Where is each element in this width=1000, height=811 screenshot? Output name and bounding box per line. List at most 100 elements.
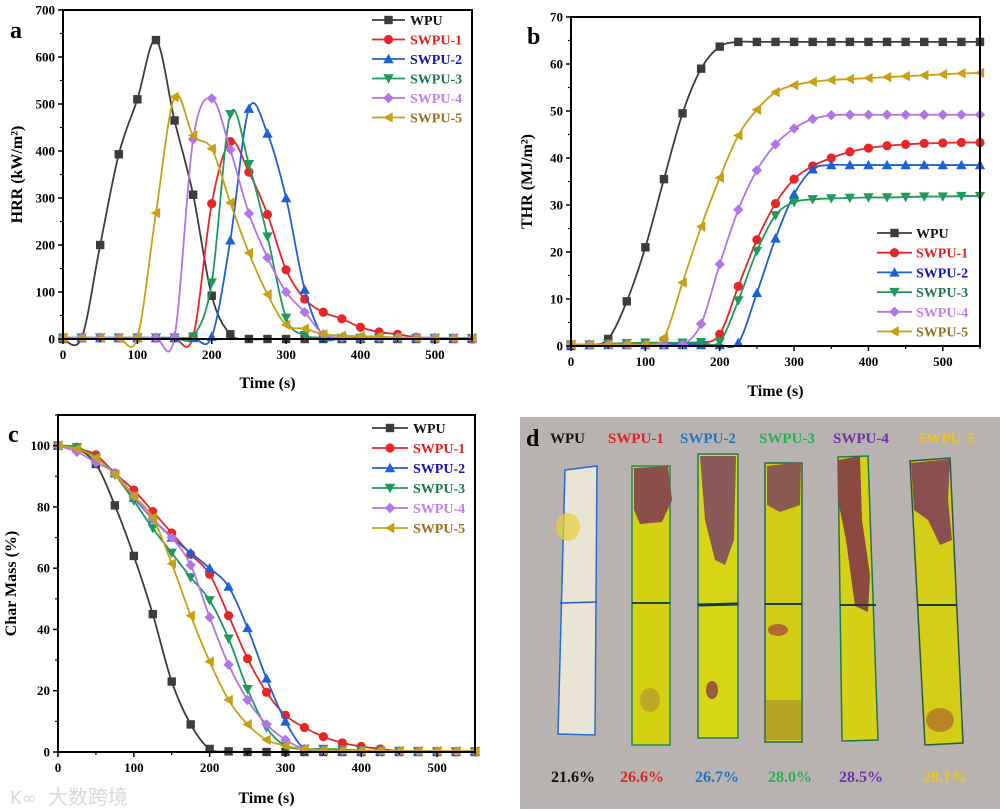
x-tick-label: 0 bbox=[60, 347, 67, 362]
y-tick-label: 20 bbox=[550, 245, 563, 260]
legend-item-swpu-4: SWPU-4 bbox=[372, 502, 465, 517]
data-point bbox=[751, 165, 763, 176]
series-swpu-1 bbox=[58, 137, 477, 348]
data-point bbox=[714, 172, 724, 183]
y-tick-label: 100 bbox=[31, 438, 51, 453]
y-tick-label: 70 bbox=[550, 10, 563, 25]
data-point bbox=[109, 469, 120, 480]
data-point bbox=[770, 87, 780, 98]
legend-label: SWPU-3 bbox=[916, 286, 968, 301]
legend-marker bbox=[889, 306, 900, 317]
strip-swpu-1 bbox=[631, 465, 672, 746]
data-point bbox=[919, 109, 930, 120]
data-point bbox=[919, 70, 929, 81]
data-point bbox=[133, 95, 142, 104]
legend-label: SWPU-2 bbox=[916, 266, 968, 281]
legend-marker bbox=[384, 502, 396, 514]
data-point bbox=[186, 720, 195, 729]
series-line bbox=[63, 109, 472, 342]
data-point bbox=[95, 240, 105, 250]
data-point bbox=[937, 109, 949, 120]
data-point bbox=[826, 153, 836, 163]
data-point bbox=[622, 297, 631, 306]
data-point bbox=[299, 323, 309, 334]
data-point bbox=[280, 313, 292, 324]
legend-label: WPU bbox=[410, 14, 443, 29]
data-point bbox=[299, 722, 310, 733]
data-point bbox=[129, 551, 139, 561]
y-tick-label: 200 bbox=[36, 238, 56, 253]
y-tick-label: 300 bbox=[36, 191, 56, 206]
legend-item-swpu-1: SWPU-1 bbox=[372, 34, 462, 49]
strip-swpu-4 bbox=[837, 455, 879, 742]
chart-panel-b: 0 100 200 300 400 500 0 10 20 30 40 50 60 70 Time (s) T… bbox=[519, 10, 986, 400]
legend-item-wpu: WPU bbox=[372, 14, 443, 29]
data-point bbox=[262, 289, 272, 300]
data-point bbox=[640, 339, 650, 350]
data-point bbox=[733, 337, 744, 347]
data-point bbox=[695, 318, 707, 330]
data-point bbox=[114, 150, 123, 159]
y-tick-label: 600 bbox=[36, 50, 56, 65]
sample-value-swpu-4: 28.5% bbox=[839, 769, 883, 786]
data-point bbox=[205, 744, 214, 754]
legend-marker bbox=[889, 326, 899, 337]
series-swpu-2 bbox=[57, 102, 478, 346]
data-point bbox=[844, 73, 855, 85]
data-point bbox=[770, 198, 781, 209]
sample-value-swpu-1: 26.6% bbox=[620, 769, 664, 786]
strip-swpu-5 bbox=[909, 457, 964, 746]
y-tick-label: 700 bbox=[36, 3, 56, 18]
legend-item-swpu-5: SWPU-5 bbox=[372, 112, 462, 127]
legend-item-wpu: WPU bbox=[877, 227, 949, 242]
data-point bbox=[299, 331, 310, 341]
data-point bbox=[770, 211, 781, 221]
legend-item-swpu-2: SWPU-2 bbox=[877, 266, 968, 281]
data-point bbox=[919, 138, 929, 149]
panel-label-a: a bbox=[10, 18, 22, 44]
data-point bbox=[844, 109, 856, 120]
legend: WPU SWPU-1 SWPU-2 SWPU-3 SWPU-4 SWPU-5 bbox=[372, 422, 465, 537]
data-point bbox=[225, 235, 236, 245]
data-point bbox=[167, 677, 176, 686]
legend-item-swpu-4: SWPU-4 bbox=[372, 92, 462, 107]
data-point bbox=[318, 307, 328, 317]
x-axis-label: Time (s) bbox=[238, 790, 294, 807]
data-point bbox=[242, 622, 253, 633]
sample-label-swpu-2: SWPU-2 bbox=[680, 431, 736, 447]
x-tick-label: 500 bbox=[425, 347, 445, 362]
legend-marker bbox=[384, 522, 395, 534]
data-point bbox=[299, 307, 310, 318]
data-point bbox=[261, 734, 271, 745]
data-point bbox=[206, 93, 217, 104]
legend-marker bbox=[889, 248, 900, 258]
data-point bbox=[826, 194, 837, 204]
data-point bbox=[658, 332, 669, 343]
data-point bbox=[956, 137, 967, 148]
data-point bbox=[901, 37, 910, 47]
data-point bbox=[223, 611, 234, 621]
legend: WPU SWPU-1 SWPU-2 SWPU-3 SWPU-4 SWPU-5 bbox=[372, 14, 462, 127]
data-point bbox=[900, 192, 911, 203]
data-point bbox=[223, 659, 234, 670]
data-point bbox=[695, 221, 706, 232]
panel-label-c: c bbox=[8, 422, 19, 448]
data-point bbox=[807, 164, 818, 174]
legend-label: WPU bbox=[916, 227, 949, 242]
data-point bbox=[261, 687, 272, 697]
legend-label: SWPU-1 bbox=[413, 442, 465, 457]
y-tick-label: 0 bbox=[44, 745, 51, 760]
data-point bbox=[826, 110, 837, 121]
data-point bbox=[223, 694, 233, 706]
data-point bbox=[863, 159, 874, 170]
data-point bbox=[956, 159, 967, 170]
data-point bbox=[863, 72, 873, 84]
data-point bbox=[881, 159, 893, 170]
data-point bbox=[715, 42, 724, 51]
x-tick-label: 400 bbox=[352, 760, 372, 775]
series-line bbox=[62, 102, 472, 346]
data-point bbox=[957, 37, 966, 47]
data-point bbox=[807, 113, 818, 125]
data-point bbox=[151, 35, 161, 45]
data-point bbox=[826, 74, 836, 86]
